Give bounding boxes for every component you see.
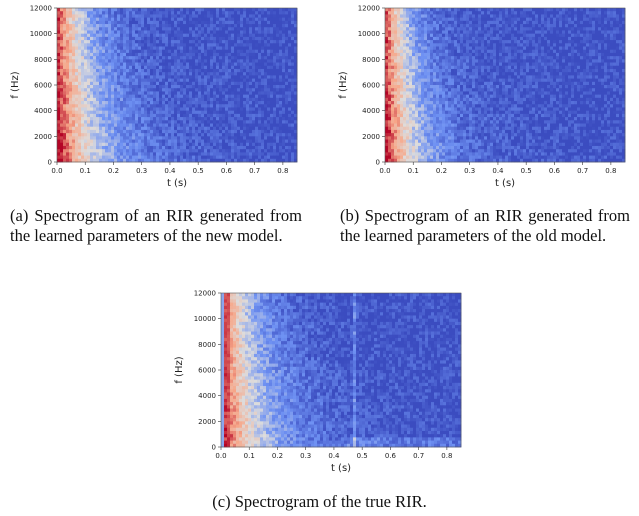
x-tick-label: 0.6 [385,452,397,460]
x-tick-label: 0.5 [357,452,368,460]
y-tick-label: 2000 [34,133,52,141]
x-tick-label: 0.3 [464,167,475,175]
spectrogram-heatmap [221,293,462,448]
y-tick-label: 2000 [198,418,216,426]
x-tick-label: 0.2 [108,167,119,175]
x-tick-label: 0.5 [193,167,204,175]
spectrogram-chart-b: 0.0 0.1 0.2 0.3 0.4 0.5 0.6 0.7 0.8 0 2000 4000 6000… [338,5,626,189]
x-tick-label: 0.1 [408,167,419,175]
spectrogram-panel-a: 0.0 0.1 0.2 0.3 0.4 0.5 0.6 0.7 0.8 0 2000 4000 6000… [0,0,310,195]
x-tick-label: 0.7 [577,167,588,175]
caption-c: (c) Spectrogram of the true RIR. [212,492,427,511]
x-tick-label: 0.8 [605,167,616,175]
x-tick-label: 0.0 [51,167,62,175]
x-tick-label: 0.6 [549,167,561,175]
y-tick-label: 6000 [34,82,52,90]
y-tick-label: 0 [48,159,52,167]
y-tick-label: 10000 [194,315,216,323]
x-tick-label: 0.1 [80,167,91,175]
x-tick-label: 0.5 [521,167,532,175]
y-tick-label: 0 [376,159,380,167]
y-tick-label: 4000 [362,107,380,115]
y-tick-label: 10000 [30,30,52,38]
x-tick-label: 0.7 [249,167,260,175]
y-tick-label: 8000 [34,56,52,64]
y-tick-label: 6000 [198,367,216,375]
y-tick-label: 12000 [358,5,380,13]
y-tick-label: 8000 [362,56,380,64]
x-axis-label: t (s) [495,178,515,189]
y-tick-label: 0 [212,444,216,452]
x-tick-label: 0.4 [164,167,176,175]
y-tick-label: 8000 [198,341,216,349]
spectrogram-panel-b: 0.0 0.1 0.2 0.3 0.4 0.5 0.6 0.7 0.8 0 2000 4000 6000… [328,0,638,195]
x-tick-label: 0.4 [328,452,340,460]
y-tick-label: 4000 [34,107,52,115]
y-axis-label: f (Hz) [338,71,349,98]
x-tick-label: 0.8 [277,167,288,175]
x-axis-label: t (s) [167,178,187,189]
x-tick-label: 0.0 [215,452,226,460]
x-tick-label: 0.7 [413,452,424,460]
x-tick-label: 0.0 [379,167,390,175]
x-tick-label: 0.8 [441,452,452,460]
y-axis-label: f (Hz) [10,71,21,98]
y-tick-label: 12000 [30,5,52,13]
x-tick-label: 0.2 [436,167,447,175]
x-tick-label: 0.1 [244,452,255,460]
spectrogram-chart-a: 0.0 0.1 0.2 0.3 0.4 0.5 0.6 0.7 0.8 0 2000 4000 6000… [10,5,298,189]
x-tick-label: 0.3 [300,452,311,460]
y-tick-label: 6000 [362,82,380,90]
x-tick-label: 0.2 [272,452,283,460]
y-axis-label: f (Hz) [174,356,185,383]
y-tick-label: 12000 [194,290,216,298]
x-tick-label: 0.6 [221,167,233,175]
x-tick-label: 0.3 [136,167,147,175]
x-tick-label: 0.4 [492,167,504,175]
spectrogram-heatmap [57,8,298,163]
spectrogram-panel-c: 0.0 0.1 0.2 0.3 0.4 0.5 0.6 0.7 0.8 0 2000 4000 6000… [164,285,474,480]
y-tick-label: 4000 [198,392,216,400]
spectrogram-heatmap [385,8,626,163]
x-axis-label: t (s) [331,463,351,474]
caption-b: (b) Spectrogram of an RIR generated from… [340,206,630,245]
spectrogram-chart-c: 0.0 0.1 0.2 0.3 0.4 0.5 0.6 0.7 0.8 0 2000 4000 6000… [174,290,462,474]
y-tick-label: 10000 [358,30,380,38]
y-tick-label: 2000 [362,133,380,141]
caption-a: (a) Spectrogram of an RIR generated from… [10,206,302,245]
